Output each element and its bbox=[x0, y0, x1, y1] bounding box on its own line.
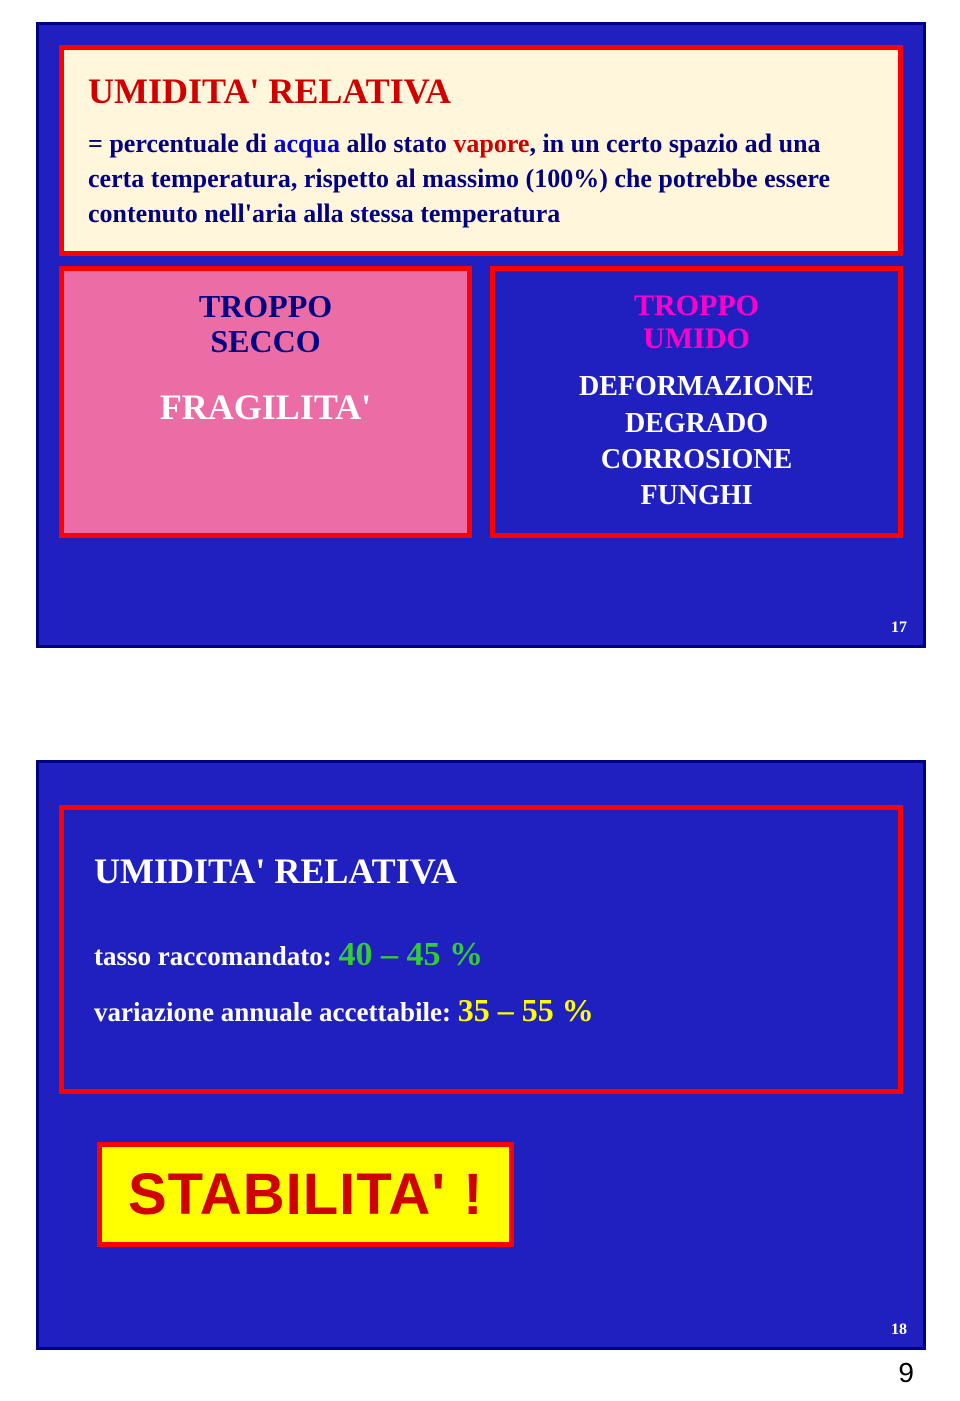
slide2-title: UMIDITA' RELATIVA bbox=[94, 850, 868, 892]
dry-effect: FRAGILITA' bbox=[76, 386, 455, 428]
page-number: 17 bbox=[891, 619, 907, 637]
definition-panel: UMIDITA' RELATIVA = percentuale di acqua… bbox=[59, 45, 903, 256]
line2-pre: variazione annuale accettabile: bbox=[94, 997, 458, 1027]
slide-17: UMIDITA' RELATIVA = percentuale di acqua… bbox=[36, 22, 926, 648]
definition-text: = percentuale di acqua allo stato vapore… bbox=[88, 126, 874, 231]
recommended-line: tasso raccomandato: 40 – 45 % bbox=[94, 936, 868, 974]
variation-line: variazione annuale accettabile: 35 – 55 … bbox=[94, 992, 868, 1029]
line1-val: 40 – 45 % bbox=[338, 936, 483, 973]
document-page-number: 9 bbox=[898, 1357, 914, 1389]
humid-l2: DEGRADO bbox=[625, 408, 768, 439]
humid-title-l1: TROPPO bbox=[634, 289, 759, 322]
desc-acqua: acqua bbox=[274, 129, 340, 158]
dry-title-l1: TROPPO bbox=[199, 288, 332, 324]
humid-box: TROPPO UMIDO DEFORMAZIONE DEGRADO CORROS… bbox=[490, 266, 903, 538]
dry-title-l2: SECCO bbox=[210, 323, 320, 359]
humid-title-l2: UMIDO bbox=[643, 322, 750, 355]
recommendation-panel: UMIDITA' RELATIVA tasso raccomandato: 40… bbox=[59, 805, 903, 1094]
page-number: 18 bbox=[891, 1321, 907, 1339]
humid-effects: DEFORMAZIONE DEGRADO CORROSIONE FUNGHI bbox=[507, 369, 886, 515]
humid-title: TROPPO UMIDO bbox=[507, 289, 886, 355]
dry-title: TROPPO SECCO bbox=[76, 289, 455, 359]
slide-18: UMIDITA' RELATIVA tasso raccomandato: 40… bbox=[36, 760, 926, 1350]
humid-l3: CORROSIONE bbox=[601, 444, 792, 475]
desc-mid1: allo stato bbox=[340, 129, 453, 158]
stability-box: STABILITA' ! bbox=[97, 1142, 514, 1247]
effects-row: TROPPO SECCO FRAGILITA' TROPPO UMIDO DEF… bbox=[59, 266, 903, 538]
humid-l4: FUNGHI bbox=[641, 480, 753, 511]
slide-title: UMIDITA' RELATIVA bbox=[88, 70, 874, 112]
desc-vapore: vapore bbox=[453, 129, 529, 158]
humid-l1: DEFORMAZIONE bbox=[579, 371, 814, 402]
line1-pre: tasso raccomandato: bbox=[94, 941, 338, 971]
stability-text: STABILITA' ! bbox=[128, 1161, 483, 1228]
dry-box: TROPPO SECCO FRAGILITA' bbox=[59, 266, 472, 538]
desc-pre: = percentuale di bbox=[88, 129, 274, 158]
line2-val: 35 – 55 % bbox=[458, 992, 594, 1028]
